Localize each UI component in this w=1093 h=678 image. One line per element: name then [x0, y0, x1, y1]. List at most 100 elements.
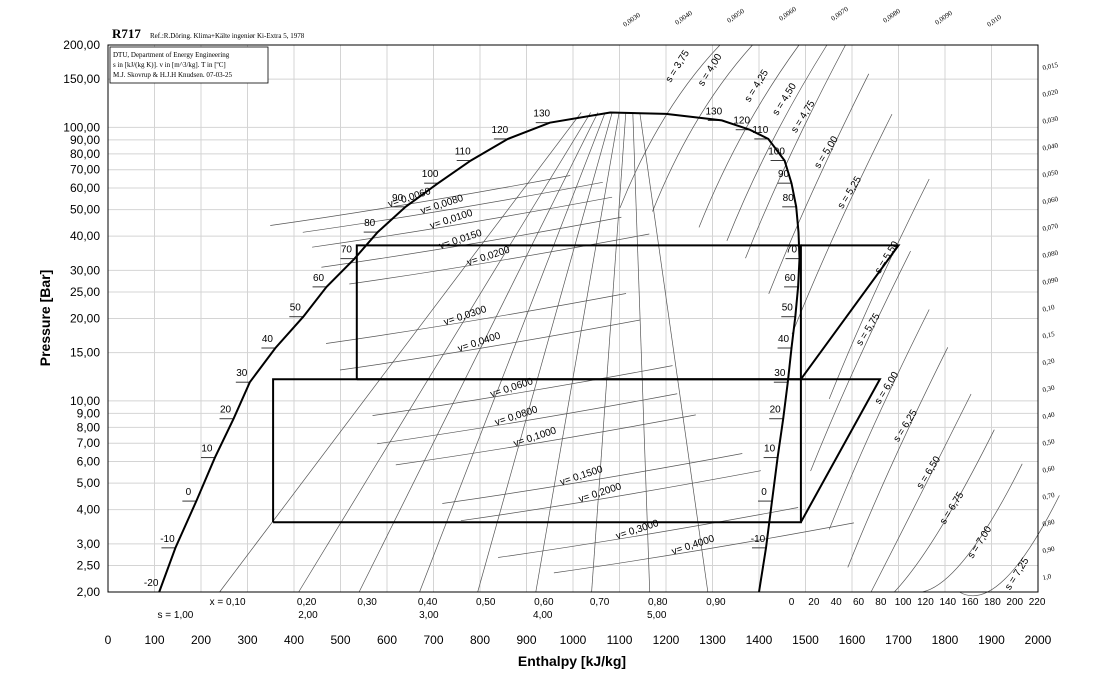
- saturation-curve: [158, 111, 801, 593]
- y-tick-label: 40,00: [70, 229, 100, 243]
- isochore: [553, 522, 854, 574]
- temperature-label: 40: [778, 334, 790, 345]
- quality-line: [639, 112, 709, 593]
- chart-title: R717: [112, 26, 141, 41]
- grid: [107, 44, 1039, 593]
- volume-label: v= 0,1500: [559, 464, 605, 488]
- x-tick-label: 600: [377, 633, 397, 647]
- isentrope: [870, 393, 972, 593]
- x-tick-label: 1700: [885, 633, 912, 647]
- right-volume-label: 0,0060: [778, 5, 799, 23]
- quality-line: [219, 112, 582, 593]
- right-volume-label: 0,90: [1042, 545, 1056, 555]
- temperature-label: 100: [768, 147, 785, 158]
- temperature-label: 90: [778, 169, 790, 180]
- x-tick-label: 700: [423, 633, 443, 647]
- x-tick-label: 1200: [653, 633, 680, 647]
- quality-line: [419, 112, 606, 593]
- quality-label: 0,50: [476, 597, 496, 608]
- isochore: [377, 393, 678, 445]
- temperature-label: 50: [290, 303, 302, 314]
- y-tick-label: 80,00: [70, 147, 100, 161]
- isochore: [442, 453, 743, 504]
- y-tick-label: 3,00: [77, 537, 101, 551]
- x-tick-label: 400: [284, 633, 304, 647]
- quality-label: 0,40: [418, 597, 438, 608]
- isentrope: [847, 347, 949, 568]
- y-tick-label: 70,00: [70, 163, 100, 177]
- temperature-label: 80: [783, 193, 795, 204]
- y-tick-label: 25,00: [70, 285, 100, 299]
- temperature-label: 60: [784, 273, 796, 284]
- entropy-label: s = 5,25: [836, 174, 865, 211]
- quality-line: [477, 112, 613, 593]
- axes: 0 100 200 300 400 500 600 700 800 900 1000 1100 1200…: [63, 38, 1051, 647]
- right-volume-label: 0,060: [1042, 195, 1060, 206]
- isentrope: [828, 309, 930, 530]
- isochore: [326, 293, 627, 344]
- right-volume-label: 0,040: [1042, 141, 1060, 152]
- right-volume-label: 0,015: [1042, 61, 1060, 72]
- isentrope: [726, 44, 828, 241]
- isochore: [339, 319, 641, 371]
- superheat-temperature-label: 180: [984, 597, 1001, 608]
- right-volume-label: 0,070: [1042, 222, 1060, 233]
- quality-line: [298, 112, 591, 593]
- saturation-dome: [158, 111, 801, 593]
- isentrope: [768, 73, 870, 294]
- isochore: [270, 175, 571, 226]
- quality-label: 0,80: [648, 597, 668, 608]
- y-tick-label: 20,00: [70, 312, 100, 326]
- x-tick-label: 900: [516, 633, 536, 647]
- right-volume-label: 0,030: [1042, 114, 1060, 125]
- y-tick-label: 200,00: [63, 38, 100, 52]
- quality-label: 0,20: [297, 597, 317, 608]
- y-tick-label: 50,00: [70, 203, 100, 217]
- right-volume-label: 0,080: [1042, 249, 1060, 260]
- temperature-label: 10: [201, 444, 213, 455]
- superheat-temperature-label: 20: [808, 597, 820, 608]
- volume-label: v= 0,2000: [577, 481, 623, 505]
- volume-label: v= 0,0300: [443, 304, 489, 328]
- y-tick-label: 5,00: [77, 476, 101, 490]
- temperature-label: 70: [786, 245, 798, 256]
- chart-subtitle: Ref.:R.Döring. Klima+Kälte ingeniør Ki-E…: [150, 32, 305, 40]
- cycle-path: [800, 378, 882, 523]
- temperature-label: 30: [236, 368, 248, 379]
- right-volume-label: 0,80: [1042, 518, 1056, 528]
- right-volume-label: 0,20: [1042, 357, 1056, 367]
- right-volume-label: 1,0: [1042, 572, 1053, 582]
- volume-label: v= 0,4000: [670, 533, 716, 557]
- x-tick-label: 1600: [839, 633, 866, 647]
- x-tick-label: 300: [237, 633, 257, 647]
- x-tick-label: 0: [105, 633, 112, 647]
- y-tick-label: 10,00: [70, 394, 100, 408]
- x-tick-label: 1400: [746, 633, 773, 647]
- x-tick-label: 1800: [932, 633, 959, 647]
- x-tick-label: 1000: [560, 633, 587, 647]
- plot-frame: [107, 44, 1039, 593]
- info-line-3: M.J. Skovrup & H.J.H Knudsen. 07-03-25: [113, 71, 233, 79]
- right-volume-label: 0,0080: [882, 7, 903, 25]
- superheat-temperature-label: 200: [1006, 597, 1023, 608]
- volume-label: v= 0,0150: [438, 228, 484, 252]
- isentrope: [652, 44, 753, 212]
- isentrope: [959, 495, 1060, 597]
- right-volume-label: 0,0030: [622, 11, 643, 29]
- entropy-label: s = 7,25: [1003, 556, 1032, 593]
- quality-label: x = 0,10: [210, 597, 246, 608]
- temperature-label: 80: [364, 218, 376, 229]
- y-tick-label: 6,00: [77, 455, 101, 469]
- quality-label: 0,90: [706, 597, 726, 608]
- entropy-label: s = 6,75: [938, 490, 967, 527]
- temperature-label: 20: [220, 405, 232, 416]
- entropy-bottom-label: 5,00: [647, 610, 667, 621]
- x-axis-title: Enthalpy [kJ/kg]: [518, 653, 626, 669]
- x-tick-label: 1100: [607, 633, 633, 647]
- temperature-label: 100: [422, 169, 439, 180]
- y-tick-label: 9,00: [77, 406, 101, 420]
- y-tick-label: 30,00: [70, 263, 100, 277]
- temperature-label: 20: [770, 405, 782, 416]
- isochore: [498, 507, 799, 558]
